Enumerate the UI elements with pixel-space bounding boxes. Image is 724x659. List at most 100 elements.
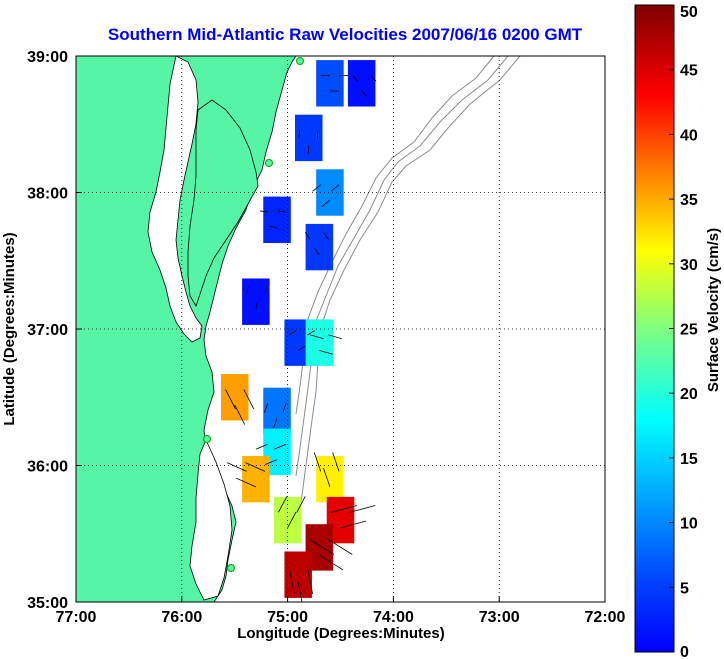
y-tick-label: 36:00 bbox=[27, 459, 68, 476]
velocity-vector bbox=[330, 184, 340, 192]
y-tick-label: 38:00 bbox=[27, 186, 68, 203]
colorbar-tick-label: 5 bbox=[680, 580, 689, 597]
velocity-vector bbox=[297, 582, 303, 602]
x-tick-label: 73:00 bbox=[479, 609, 520, 626]
velocity-vector bbox=[288, 566, 295, 595]
station-marker bbox=[296, 57, 304, 65]
velocity-cell bbox=[305, 223, 334, 271]
bathymetry-contour bbox=[295, 56, 509, 477]
velocity-vector bbox=[287, 511, 297, 529]
velocity-vector bbox=[304, 232, 311, 240]
velocity-cell bbox=[305, 319, 334, 366]
velocity-vector bbox=[340, 520, 367, 529]
velocity-cell bbox=[263, 196, 291, 244]
velocity-vector bbox=[331, 505, 358, 513]
velocity-vector bbox=[352, 75, 358, 82]
velocity-vector bbox=[274, 443, 287, 450]
velocity-vector bbox=[328, 539, 353, 555]
x-tick-label: 76:00 bbox=[161, 609, 202, 626]
colorbar-gradient bbox=[634, 4, 675, 653]
velocity-vector bbox=[234, 404, 246, 425]
delmarva-peninsula bbox=[187, 99, 259, 307]
velocity-vector bbox=[361, 90, 368, 97]
velocity-vector bbox=[243, 389, 255, 410]
x-tick-label: 74:00 bbox=[373, 609, 414, 626]
colorbar: 0 5 10 15 20 25 30 35 40 45 50 Surface Velocity (c… bbox=[634, 4, 722, 659]
colorbar-tick-label: 10 bbox=[680, 516, 698, 533]
velocity-vector bbox=[273, 418, 278, 429]
x-axis: 77:00 76:00 75:00 74:00 73:00 72:00 bbox=[56, 596, 626, 626]
velocity-vectors bbox=[225, 75, 377, 602]
velocity-cell bbox=[263, 387, 291, 435]
velocity-vector bbox=[307, 145, 310, 155]
velocity-cell bbox=[316, 455, 344, 503]
colorbar-tick-label: 30 bbox=[680, 257, 698, 274]
velocity-vector bbox=[312, 184, 322, 192]
velocity-cell bbox=[284, 551, 312, 598]
velocity-vector bbox=[269, 226, 278, 228]
velocity-cell bbox=[316, 60, 344, 107]
velocity-cell bbox=[242, 278, 270, 325]
velocity-vector bbox=[316, 130, 319, 139]
velocity-cell bbox=[220, 374, 249, 421]
velocity-vector bbox=[296, 496, 306, 513]
velocity-vector bbox=[309, 539, 335, 555]
velocity-vector bbox=[288, 330, 297, 336]
grid-lines bbox=[76, 56, 605, 602]
x-tick-label: 72:00 bbox=[585, 609, 626, 626]
colorbar-tick-label: 40 bbox=[680, 127, 698, 144]
velocity-vector bbox=[323, 232, 329, 240]
velocity-vector bbox=[314, 247, 320, 256]
velocity-vector bbox=[321, 199, 331, 208]
station-marker bbox=[203, 435, 211, 443]
colorbar-tick-label: 20 bbox=[680, 386, 698, 403]
bathymetry-contour bbox=[299, 56, 521, 511]
colorbar-tick-label: 15 bbox=[680, 451, 698, 468]
y-axis-label: Latitude (Degrees:Minutes) bbox=[1, 232, 18, 425]
velocity-vector bbox=[255, 302, 258, 310]
velocity-vector bbox=[282, 403, 287, 413]
x-axis-label: Longitude (Degrees:Minutes) bbox=[237, 625, 445, 642]
colorbar-tick-label: 50 bbox=[680, 4, 698, 21]
colorbar-ticks: 0 5 10 15 20 25 30 35 40 45 50 bbox=[669, 4, 698, 659]
colorbar-tick-label: 0 bbox=[680, 644, 689, 659]
velocity-vector bbox=[255, 443, 269, 450]
velocity-vector bbox=[298, 130, 300, 139]
velocity-vector bbox=[226, 462, 247, 472]
velocity-vector bbox=[306, 566, 313, 595]
y-axis: 35:00 36:00 37:00 38:00 39:00 bbox=[27, 49, 82, 612]
x-tick-label: 75:00 bbox=[267, 609, 308, 626]
velocity-vector bbox=[349, 505, 376, 513]
velocity-vector bbox=[264, 459, 278, 466]
velocity-vector bbox=[332, 452, 340, 472]
colorbar-tick-label: 35 bbox=[680, 192, 698, 209]
velocity-vector bbox=[246, 286, 249, 295]
y-tick-label: 37:00 bbox=[27, 322, 68, 339]
colorbar-tick-label: 45 bbox=[680, 63, 698, 80]
velocity-vector bbox=[278, 210, 287, 213]
y-tick-label: 39:00 bbox=[27, 49, 68, 66]
velocity-field bbox=[220, 60, 376, 598]
colorbar-label: Surface Velocity (cm/s) bbox=[705, 228, 722, 392]
velocity-vector bbox=[245, 462, 266, 472]
chart-title: Southern Mid-Atlantic Raw Velocities 200… bbox=[108, 25, 583, 44]
velocity-vector bbox=[323, 467, 331, 488]
velocity-vector bbox=[313, 452, 322, 472]
x-tick-label: 77:00 bbox=[56, 609, 97, 626]
velocity-vector bbox=[236, 477, 257, 488]
velocity-vector bbox=[259, 210, 268, 213]
velocity-vector bbox=[225, 389, 236, 410]
velocity-cell bbox=[347, 60, 376, 107]
velocity-cell bbox=[295, 114, 323, 162]
velocity-vector bbox=[310, 334, 324, 340]
chesapeake-bay bbox=[147, 56, 203, 343]
velocity-vector bbox=[264, 286, 267, 295]
velocity-vector bbox=[328, 334, 343, 340]
pamlico-sound bbox=[189, 439, 233, 601]
velocity-vector bbox=[319, 350, 333, 355]
velocity-vector bbox=[278, 496, 288, 513]
station-marker bbox=[265, 159, 273, 167]
y-tick-label: 35:00 bbox=[27, 595, 68, 612]
velocity-vector bbox=[297, 345, 306, 351]
